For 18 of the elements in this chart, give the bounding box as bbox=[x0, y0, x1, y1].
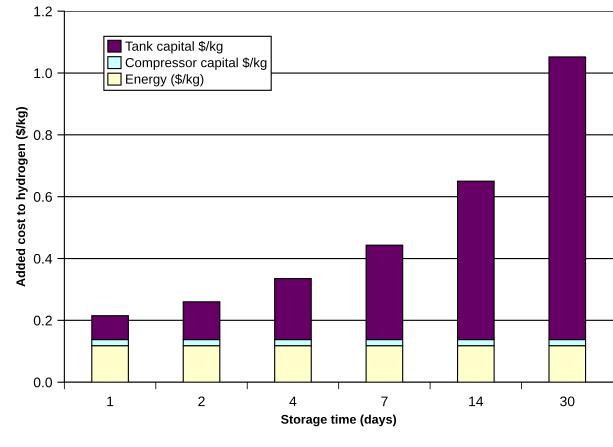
y-tick-label: 0.4 bbox=[34, 254, 52, 264]
x-tick-label: 1 bbox=[107, 396, 114, 406]
x-tick-label: 7 bbox=[381, 396, 388, 406]
y-tick-label: 1.2 bbox=[34, 6, 52, 16]
x-tick-label: 14 bbox=[469, 396, 484, 406]
legend-label: Tank capital $/kg bbox=[125, 40, 222, 54]
x-axis-title: Storage time (days) bbox=[281, 414, 396, 426]
y-tick-label: 0.8 bbox=[34, 130, 52, 140]
legend-label: Energy ($/kg) bbox=[126, 74, 204, 86]
y-axis-title: Added cost to hydrogen ($/kg) bbox=[16, 107, 28, 287]
y-tick-label: 1.0 bbox=[34, 68, 52, 78]
y-tick-label: 0.0 bbox=[34, 378, 52, 388]
legend-label: Compressor capital $/kg bbox=[126, 57, 266, 70]
x-tick-label: 2 bbox=[198, 396, 205, 406]
y-tick-label: 0.2 bbox=[34, 316, 52, 326]
x-tick-label: 4 bbox=[289, 396, 296, 406]
x-tick-label: 30 bbox=[560, 396, 574, 406]
y-tick-label: 0.6 bbox=[34, 192, 52, 202]
